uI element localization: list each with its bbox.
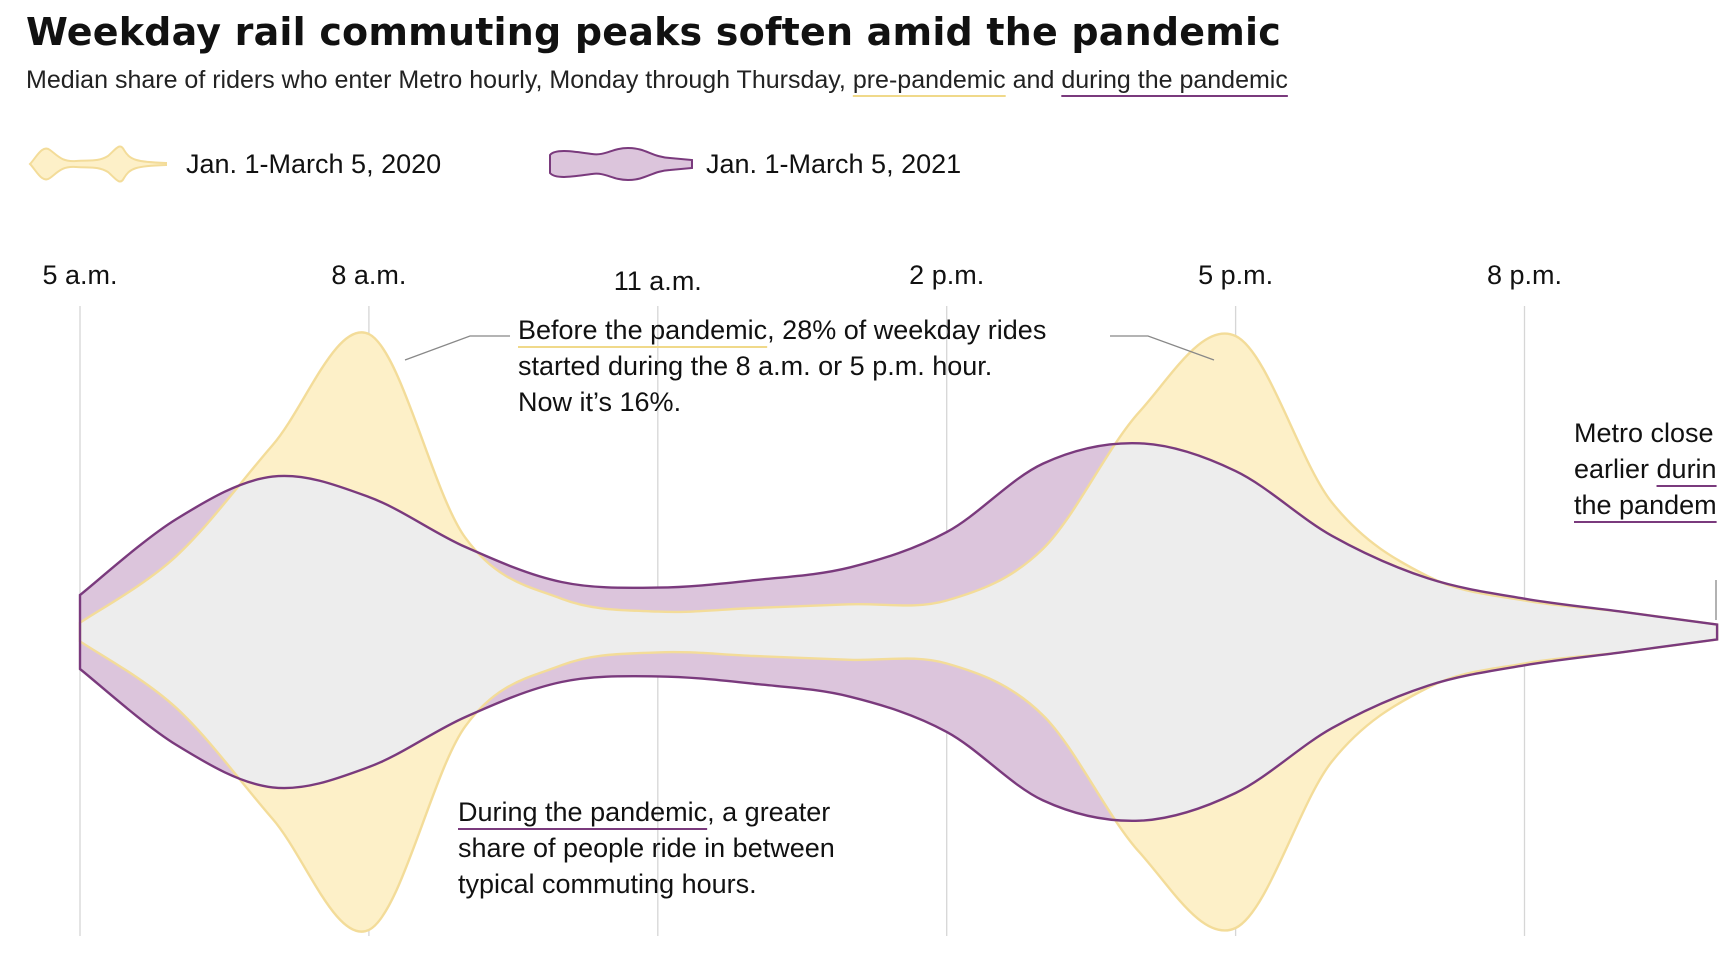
tick-label: 2 p.m. <box>909 260 984 290</box>
leader-line-5pm <box>1110 335 1215 361</box>
annotation-peaks-line3: Now it’s 16%. <box>518 387 682 417</box>
annotation-between-line3: typical commuting hours. <box>458 869 757 899</box>
legend-item-2021: Jan. 1-March 5, 2021 <box>546 140 961 188</box>
tick-label-group: 5 a.m. 8 a.m. 11 a.m. 2 p.m. 5 p.m. 8 p.m. <box>42 260 1562 296</box>
annotation-closing-line3: the pandem <box>1574 490 1717 520</box>
annotation-between-line2: share of people ride in between <box>458 833 835 863</box>
annotation-peaks-line2: started during the 8 a.m. or 5 p.m. hour… <box>518 351 993 381</box>
annotation-between: During the pandemic, a greater share of … <box>458 794 835 902</box>
page-subtitle: Median share of riders who enter Metro h… <box>26 66 1288 95</box>
tick-label: 5 a.m. <box>42 260 117 290</box>
annotation-between-highlight: During the pandemic <box>458 797 708 827</box>
annotation-between-line1: , a greater <box>707 797 831 827</box>
tick-label: 8 p.m. <box>1487 260 1562 290</box>
annotation-peaks: Before the pandemic, 28% of weekday ride… <box>518 312 1046 420</box>
tick-label: 5 p.m. <box>1198 260 1273 290</box>
annotation-closing-line1: Metro close <box>1574 418 1714 448</box>
annotation-closing-line2b: durin <box>1656 454 1717 484</box>
subtitle-pre-pandemic: pre-pandemic <box>852 66 1006 94</box>
tick-label: 8 a.m. <box>331 260 406 290</box>
annotation-closing-line2a: earlier <box>1574 454 1657 484</box>
legend-swatch-2021-icon <box>549 146 693 182</box>
legend-item-2020: Jan. 1-March 5, 2020 <box>26 140 441 188</box>
annotation-peaks-line1: , 28% of weekday rides <box>767 315 1047 345</box>
legend-swatch-2020-icon <box>28 145 167 183</box>
annotation-peaks-highlight: Before the pandemic <box>518 315 768 345</box>
leader-line-8am <box>404 335 510 361</box>
annotation-closing: Metro close earlier durin the pandem <box>1574 415 1728 523</box>
subtitle-during-pandemic: during the pandemic <box>1061 66 1288 94</box>
page-title: Weekday rail commuting peaks soften amid… <box>26 10 1282 54</box>
outline-2021 <box>78 441 1719 823</box>
legend-label-2021: Jan. 1-March 5, 2021 <box>706 148 962 179</box>
legend-label-2020: Jan. 1-March 5, 2020 <box>186 148 442 179</box>
subtitle-and: and <box>1012 66 1055 94</box>
subtitle-text: Median share of riders who enter Metro h… <box>26 66 846 94</box>
area-overlap <box>80 443 1718 821</box>
tick-label: 11 a.m. <box>614 266 702 296</box>
